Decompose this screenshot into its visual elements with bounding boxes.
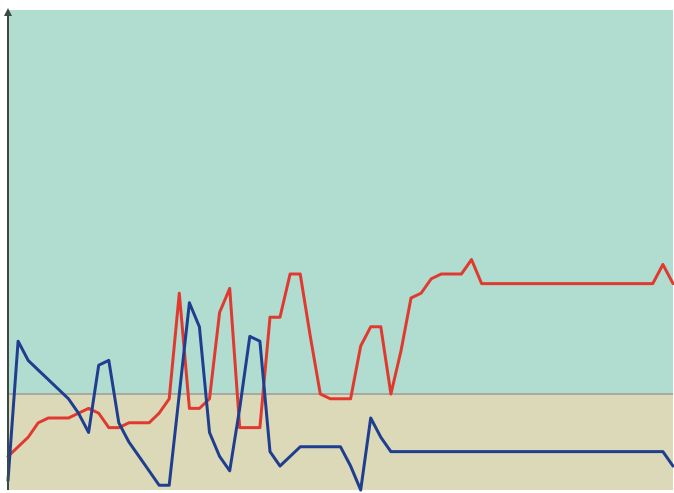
series-line-2 (6, 301, 674, 492)
series-lines (6, 258, 674, 492)
y-axis-arrow-icon (4, 8, 12, 16)
background-band-1 (8, 10, 673, 394)
background-bands (8, 10, 673, 490)
background-band-0 (8, 394, 673, 490)
series-line-1 (6, 258, 674, 458)
axes (4, 8, 12, 490)
